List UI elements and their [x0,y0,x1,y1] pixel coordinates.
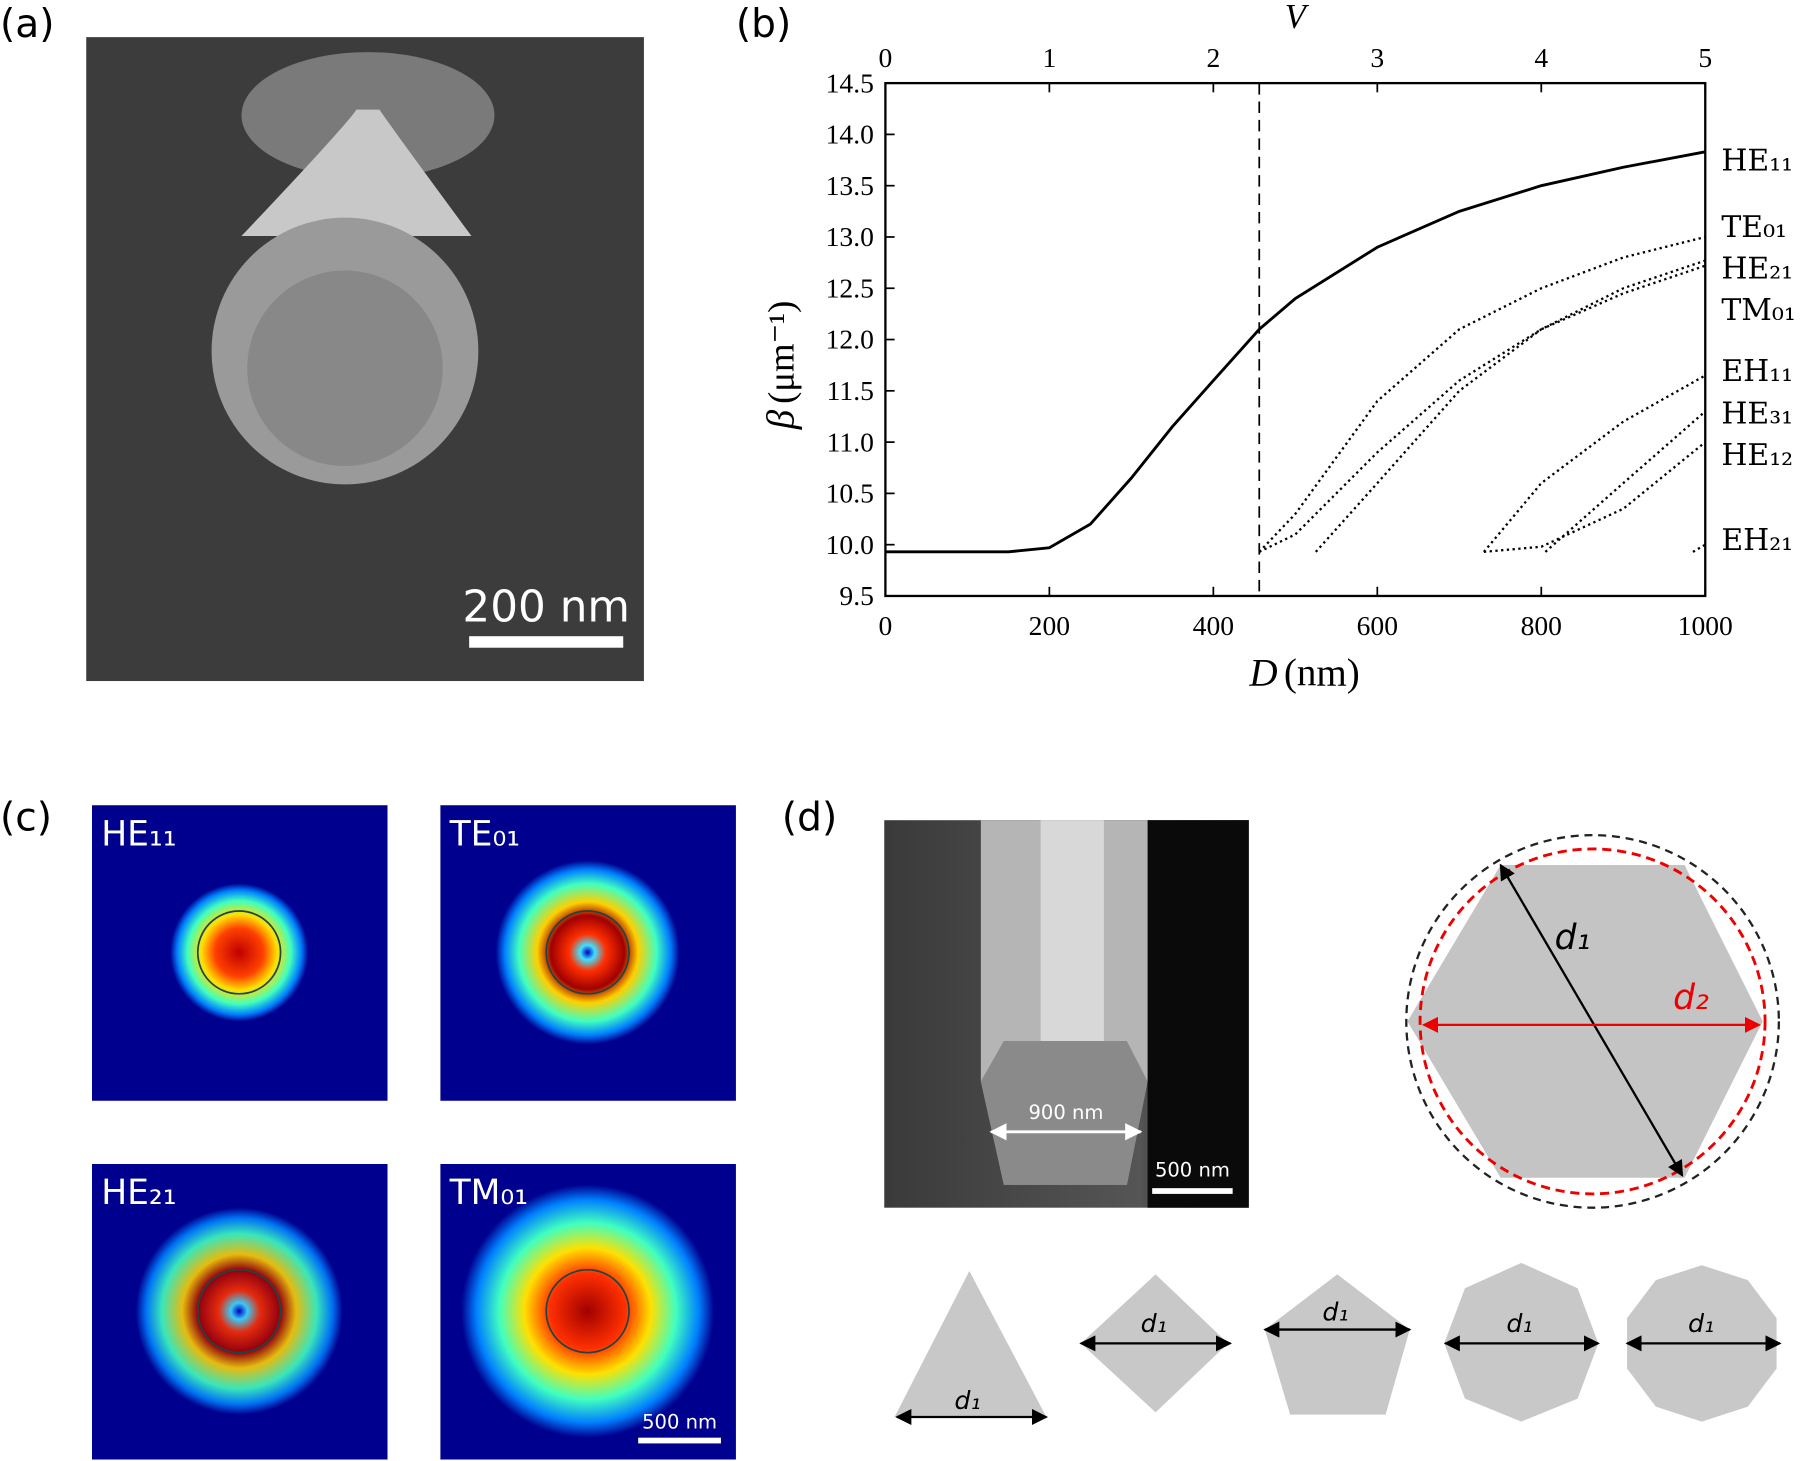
x2-tick-label: 5 [1698,42,1712,73]
series-line [1258,235,1706,553]
plot-frame [884,81,1707,598]
scale-bar-label: 500 nm [642,1410,717,1433]
sem-image-d: 900 nm 500 nm [884,820,1249,1208]
series-line [1483,374,1706,553]
mode-profiles: HE₁₁ TE₀₁ HE₂₁ TM₀₁ 500 nm [91,805,736,1460]
series-line [1483,441,1706,554]
y-tick-label: 13.0 [826,221,874,252]
d2-label: d₂ [1673,978,1709,1018]
x-tick-label: 1000 [1678,610,1733,641]
x2-tick-label: 0 [879,42,893,73]
y-tick-label: 10.0 [826,529,874,560]
y-axis-label: (μm⁻¹) [760,301,801,404]
x2-tick-label: 1 [1042,42,1056,73]
scale-bar-label: 500 nm [1155,1159,1230,1182]
scale-bar-label: 200 nm [462,581,630,632]
y-tick-label: 12.0 [826,324,874,355]
x2-axis-label: V [1285,0,1310,36]
y-tick-label: 11.0 [827,426,874,457]
d1-label: d₁ [1322,1297,1348,1326]
x-tick-label: 200 [1029,610,1070,641]
y-tick-label: 12.5 [826,272,874,303]
y-tick-label: 14.0 [826,119,874,150]
panel-label: (b) [736,2,791,47]
d1-label: d₁ [1506,1309,1532,1338]
chart: 0 200 400 600 800 1000 0 1 2 3 4 5 9.5 10.0 10.5 11.0 11… [759,0,1795,695]
mode-label: TE₀₁ [449,814,521,854]
x-tick-label: 800 [1521,610,1562,641]
mode-label: TM₀₁ [449,1173,528,1213]
d1-label: d₁ [1555,918,1591,958]
d1-label: d₁ [1688,1309,1714,1338]
d1-label: d₁ [954,1386,980,1415]
series-line [1692,543,1706,553]
d1-label: d₁ [1141,1309,1167,1338]
panel-label: (d) [782,796,837,841]
width-label: 900 nm [1028,1101,1103,1124]
y-axis-label: β [759,409,802,430]
series-line [1258,264,1706,553]
x2-tick-label: 3 [1370,42,1384,73]
diameter-diagram: d₁ d₂ [1405,833,1781,1209]
mode-label: EH₂₁ [1721,523,1793,558]
x-tick-label: 0 [879,610,893,641]
mode-label: HE₁₂ [1721,438,1793,473]
mode-label: TE₀₁ [1721,210,1787,245]
mode-label: EH₁₁ [1721,354,1793,389]
mode-label: HE₂₁ [101,1173,176,1213]
sem-image-a: 200 nm [86,37,644,682]
x2-tick-label: 2 [1206,42,1220,73]
y-tick-label: 9.5 [839,580,873,611]
panel-label: (c) [0,796,52,841]
series-line [1544,410,1707,553]
mode-label: HE₁₁ [101,814,176,854]
series-line [885,150,1706,554]
mode-label: HE₁₁ [1721,144,1793,179]
y-tick-label: 14.5 [826,67,874,98]
mode-label: TM₀₁ [1721,293,1795,328]
x-axis-label: (nm) [1284,652,1360,695]
series-line [1314,259,1706,553]
polygon-shapes: d₁ d₁ d₁ d₁ d₁ [894,1262,1782,1426]
x2-tick-label: 4 [1534,42,1548,73]
x-tick-label: 600 [1357,610,1398,641]
panel-label: (a) [0,2,54,47]
mode-label: HE₃₁ [1721,396,1793,431]
mode-label: HE₂₁ [1721,252,1793,287]
y-tick-label: 13.5 [826,170,874,201]
y-tick-label: 10.5 [826,478,874,509]
y-tick-label: 11.5 [827,375,874,406]
x-tick-label: 400 [1193,610,1234,641]
x-axis-label: D [1248,652,1277,695]
